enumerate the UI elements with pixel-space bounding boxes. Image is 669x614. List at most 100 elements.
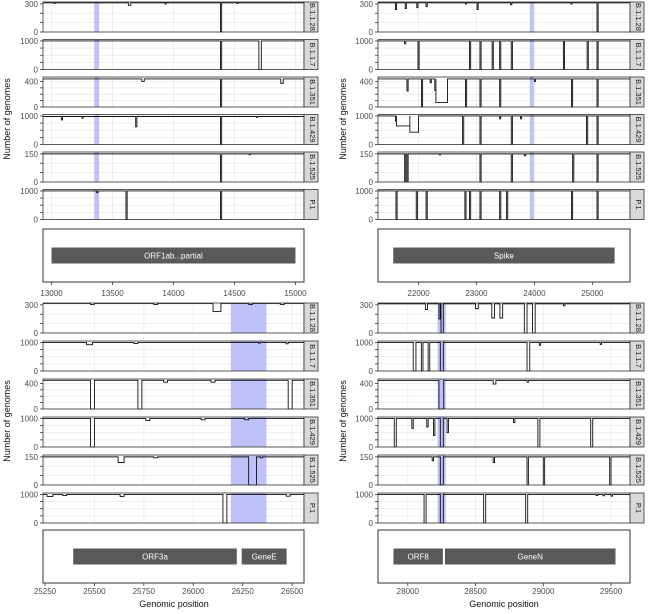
- y-tick-label: 1000: [20, 112, 38, 121]
- facet-strip-label: P.1: [308, 503, 317, 513]
- x-tick-label: 13500: [101, 289, 124, 298]
- y-tick-label: 400: [25, 379, 39, 388]
- coverage-line: [378, 2, 630, 33]
- facet-strip: [629, 492, 645, 524]
- x-tick-label: 22000: [407, 289, 430, 298]
- x-tick-label: 25000: [581, 289, 604, 298]
- facet-strip-label: P.1: [308, 199, 317, 209]
- y-tick-label: 300: [25, 0, 39, 9]
- facet-strip: [303, 416, 319, 448]
- facet-b-1-351: 0 400 B.1.351: [25, 378, 319, 414]
- facet-strip: [629, 454, 645, 486]
- y-tick-label: 0: [34, 216, 39, 225]
- coverage-line: [43, 379, 304, 410]
- facet-p-1: 0 1000 P.1: [20, 490, 319, 528]
- facet-strip: [629, 39, 645, 70]
- facet-strip-label: B.1.1.7: [634, 344, 643, 368]
- gene-label: Spike: [494, 252, 515, 261]
- facet-strip: [303, 492, 319, 524]
- facet-b-1-525: 0 150 B.1.525: [25, 453, 319, 490]
- panel-background: [378, 341, 630, 371]
- gene-bar: [73, 548, 237, 565]
- y-tick-label: 0: [369, 28, 374, 37]
- facet-strip: [303, 151, 319, 183]
- y-tick-label: 0: [34, 329, 39, 338]
- y-tick-label: 300: [360, 0, 374, 9]
- facet-b-1-525: 0 150 B.1.525: [25, 150, 319, 187]
- facet-b-1-1-7: 0 1000 B.1.1.7: [355, 338, 645, 376]
- highlight-band: [230, 303, 267, 333]
- facet-strip: [303, 454, 319, 486]
- gene-bar: [51, 247, 296, 264]
- x-tick-label: 29000: [532, 587, 555, 596]
- facet-strip: [303, 378, 319, 410]
- facet-p-1: 0 1000 P.1: [355, 187, 645, 225]
- highlight-band: [94, 189, 100, 220]
- y-tick-label: 0: [369, 216, 374, 225]
- y-tick-label: 0: [34, 66, 39, 75]
- y-tick-label: 0: [369, 66, 374, 75]
- gene-label: GeneN: [518, 553, 544, 562]
- facet-strip-label: B.1.1.7: [634, 43, 643, 67]
- y-tick-label: 0: [369, 178, 374, 187]
- y-tick-label: 0: [34, 481, 39, 490]
- highlight-band: [437, 417, 446, 447]
- y-tick-label: 1000: [355, 37, 373, 46]
- x-tick-label: 26000: [182, 587, 205, 596]
- y-tick-label: 1000: [355, 112, 373, 121]
- x-axis-label: Genomic position: [139, 599, 209, 609]
- y-tick-label: 0: [369, 481, 374, 490]
- highlight-band: [437, 493, 446, 523]
- y-tick-label: 300: [360, 301, 374, 310]
- y-tick-label: 0: [369, 443, 374, 452]
- facet-b-1-351: 0 400 B.1.351: [360, 378, 645, 414]
- facet-strip-label: B.1.1.28: [308, 304, 317, 332]
- x-tick-label: 25500: [83, 587, 106, 596]
- highlight-band: [529, 152, 534, 182]
- facet-strip: [303, 76, 319, 108]
- facet-strip: [629, 340, 645, 372]
- gene-label: ORF1ab...partial: [144, 252, 203, 261]
- y-tick-label: 0: [34, 443, 39, 452]
- panel-background: [378, 2, 630, 32]
- highlight-band: [94, 114, 100, 145]
- facet-strip: [629, 1, 645, 33]
- facet-strip: [303, 302, 319, 334]
- facet-strip-label: B.1.351: [308, 79, 317, 105]
- facet-strip-label: B.1.429: [634, 117, 643, 143]
- facet-strip-label: B.1.1.7: [308, 43, 317, 67]
- y-tick-label: 0: [369, 367, 374, 376]
- facet-strip: [629, 151, 645, 183]
- facet-strip-label: B.1.1.28: [634, 3, 643, 31]
- facet-strip: [629, 302, 645, 334]
- x-tick-label: 29500: [600, 587, 623, 596]
- y-tick-label: 0: [369, 329, 374, 338]
- facet-b-1-351: 0 400 B.1.351: [25, 76, 319, 112]
- x-tick-label: 14000: [162, 289, 185, 298]
- y-tick-label: 0: [34, 178, 39, 187]
- facet-strip-label: B.1.429: [308, 419, 317, 445]
- gene-bar: [444, 548, 616, 565]
- facet-strip-label: B.1.525: [308, 457, 317, 483]
- y-tick-label: 150: [360, 453, 374, 462]
- facet-strip-label: B.1.351: [634, 381, 643, 407]
- coverage-line: [378, 153, 630, 183]
- facet-strip: [629, 114, 645, 145]
- y-tick-label: 150: [25, 453, 39, 462]
- facet-strip-label: P.1: [634, 199, 643, 209]
- y-tick-label: 1000: [20, 414, 38, 423]
- facet-strip: [303, 39, 319, 70]
- y-tick-label: 300: [25, 301, 39, 310]
- highlight-band: [529, 39, 534, 70]
- facet-strip: [629, 416, 645, 448]
- facet-strip: [303, 114, 319, 145]
- y-tick-label: 0: [34, 367, 39, 376]
- facet-p-1: 0 1000 P.1: [355, 490, 645, 528]
- panel-background: [378, 379, 630, 409]
- gene-label: GeneE: [252, 553, 277, 562]
- highlight-band: [437, 341, 446, 371]
- facet-strip: [303, 1, 319, 33]
- coverage-line: [43, 303, 304, 312]
- highlight-band: [230, 341, 267, 371]
